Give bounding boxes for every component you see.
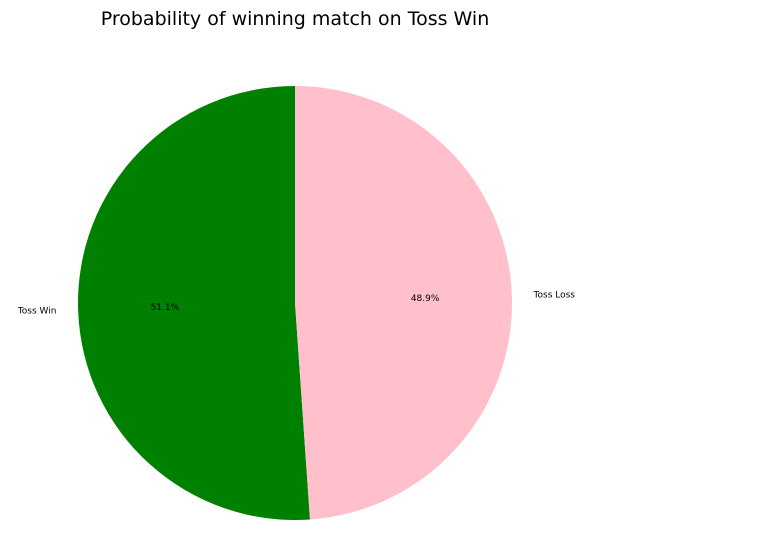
pie-slice-toss-win [77, 86, 310, 521]
slice-label-toss-loss: Toss Loss [533, 290, 576, 300]
slice-label-toss-win: Toss Win [17, 307, 57, 317]
pct-label-toss-win: 51.1% [151, 303, 180, 313]
chart-title: Probability of winning match on Toss Win [101, 8, 490, 30]
pie-slices [77, 86, 512, 521]
pie-slice-toss-loss [295, 86, 512, 520]
pie-labels: 51.1% Toss Win 48.9% Toss Loss [17, 290, 576, 316]
pct-label-toss-loss: 48.9% [411, 294, 440, 304]
